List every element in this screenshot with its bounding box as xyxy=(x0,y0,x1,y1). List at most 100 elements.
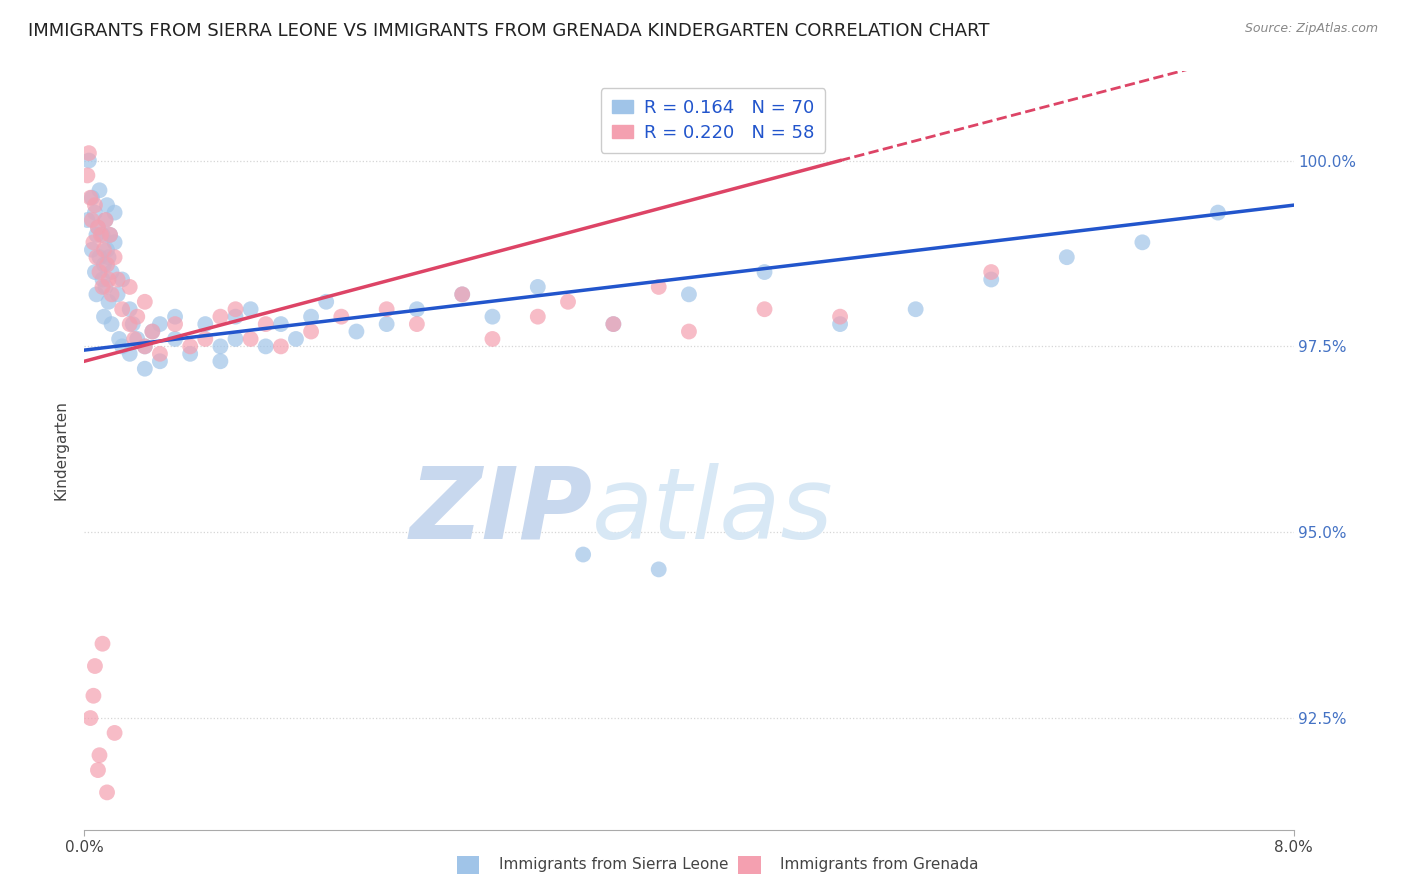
Point xyxy=(111,339,134,353)
Point xyxy=(118,317,141,331)
Point xyxy=(100,287,122,301)
Point xyxy=(94,213,117,227)
Point xyxy=(1132,235,1154,250)
Point xyxy=(76,213,98,227)
Point xyxy=(118,302,141,317)
Point xyxy=(375,302,398,317)
Point xyxy=(648,280,671,294)
Point xyxy=(149,317,172,331)
Legend: R = 0.164   N = 70, R = 0.220   N = 58: R = 0.164 N = 70, R = 0.220 N = 58 xyxy=(600,88,825,153)
Point xyxy=(93,258,115,272)
Point xyxy=(89,748,111,763)
Point xyxy=(89,250,111,264)
Point xyxy=(209,339,232,353)
Point xyxy=(80,213,103,227)
Point xyxy=(90,227,112,242)
Point xyxy=(97,294,120,309)
Point xyxy=(96,258,118,272)
Point xyxy=(179,347,201,361)
Point xyxy=(87,220,110,235)
Point xyxy=(77,146,100,161)
Point xyxy=(121,317,143,331)
Point xyxy=(97,272,120,286)
Point xyxy=(84,659,107,673)
Point xyxy=(82,689,104,703)
Point xyxy=(104,235,127,250)
Point xyxy=(118,280,141,294)
Point xyxy=(111,302,134,317)
Point xyxy=(225,302,247,317)
Point xyxy=(375,317,398,331)
Point xyxy=(980,265,1002,279)
Point xyxy=(134,339,156,353)
Point xyxy=(94,280,117,294)
Point xyxy=(86,227,108,242)
Point xyxy=(346,325,368,339)
Point xyxy=(406,302,429,317)
Point xyxy=(481,310,503,324)
Point xyxy=(91,227,114,242)
Point xyxy=(77,153,100,168)
Point xyxy=(481,332,503,346)
Point xyxy=(104,205,127,219)
Point xyxy=(754,265,776,279)
Point xyxy=(602,317,624,331)
Text: ZIP: ZIP xyxy=(409,463,592,559)
Point xyxy=(1056,250,1078,264)
Point xyxy=(127,310,149,324)
Point xyxy=(165,317,187,331)
Point xyxy=(100,317,122,331)
Text: Immigrants from Grenada: Immigrants from Grenada xyxy=(780,857,979,872)
Point xyxy=(285,332,308,346)
Point xyxy=(254,339,277,353)
Point xyxy=(91,272,114,286)
Point xyxy=(239,332,262,346)
Point xyxy=(108,332,131,346)
Point xyxy=(648,562,671,576)
Point xyxy=(79,191,101,205)
Point xyxy=(602,317,624,331)
Point xyxy=(107,272,129,286)
Point xyxy=(299,310,322,324)
Point xyxy=(572,548,595,562)
Point xyxy=(134,361,156,376)
Point xyxy=(315,294,337,309)
Point xyxy=(830,310,852,324)
Point xyxy=(82,235,104,250)
Point xyxy=(127,332,149,346)
Point xyxy=(299,325,322,339)
Point xyxy=(678,325,700,339)
Point xyxy=(678,287,700,301)
Point xyxy=(104,726,127,740)
Point xyxy=(149,354,172,368)
Point xyxy=(96,785,118,799)
Point xyxy=(254,317,277,331)
Point xyxy=(86,287,108,301)
Point xyxy=(80,191,103,205)
Text: Source: ZipAtlas.com: Source: ZipAtlas.com xyxy=(1244,22,1378,36)
Point xyxy=(165,310,187,324)
Point xyxy=(451,287,474,301)
Point xyxy=(754,302,776,317)
Point xyxy=(93,310,115,324)
Point xyxy=(98,227,121,242)
Point xyxy=(980,272,1002,286)
Point xyxy=(904,302,927,317)
Point xyxy=(86,250,108,264)
Point xyxy=(165,332,187,346)
Text: atlas: atlas xyxy=(592,463,834,559)
Point xyxy=(1206,205,1229,219)
Point xyxy=(94,213,117,227)
Point xyxy=(87,763,110,777)
Point xyxy=(84,265,107,279)
Point xyxy=(107,287,129,301)
Point xyxy=(225,332,247,346)
Point xyxy=(451,287,474,301)
Point xyxy=(134,339,156,353)
Point xyxy=(330,310,353,324)
Point xyxy=(179,339,201,353)
Point xyxy=(527,280,550,294)
Point xyxy=(270,317,292,331)
Point xyxy=(91,637,114,651)
Point xyxy=(194,332,217,346)
